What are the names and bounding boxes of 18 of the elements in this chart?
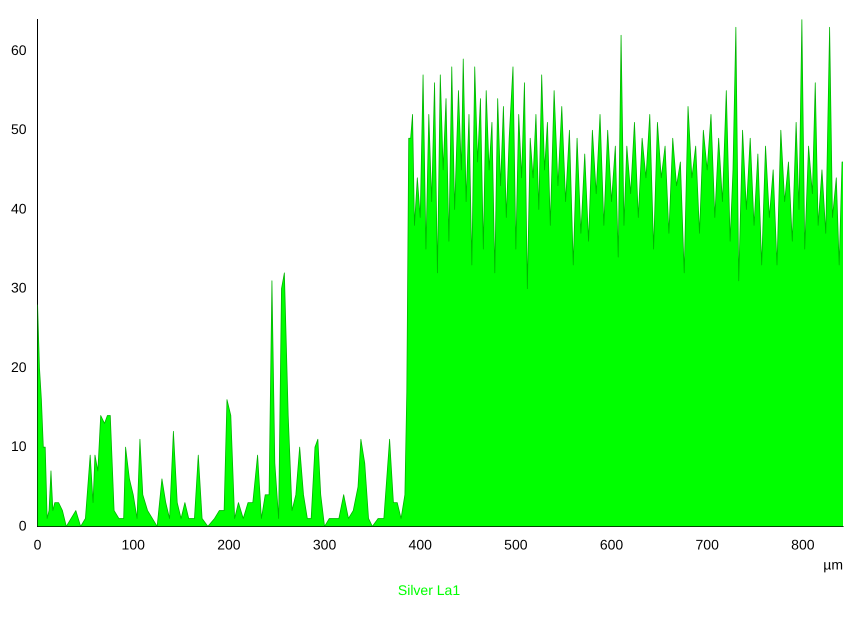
- y-tick-label: 20: [10, 358, 27, 375]
- x-tick-label: 100: [122, 536, 146, 553]
- x-tick-label: 200: [217, 536, 241, 553]
- y-tick-label: 40: [10, 200, 27, 216]
- text: Silver La1: [398, 582, 460, 598]
- y-tick-label: 0: [18, 517, 27, 534]
- y-tick-label: 60: [10, 42, 27, 58]
- y-tick-label: 50: [10, 121, 27, 138]
- x-axis-title: µm: [823, 556, 843, 572]
- x-tick-label: 0: [34, 536, 42, 553]
- x-tick-label: 600: [600, 536, 624, 553]
- x-tick-label: 400: [408, 536, 432, 553]
- y-tick-label: 10: [10, 438, 27, 454]
- x-tick-label: 800: [791, 536, 815, 553]
- y-tick-label: 30: [10, 280, 27, 296]
- x-tick-label: 500: [504, 536, 528, 553]
- x-tick-label: 700: [695, 536, 720, 553]
- x-tick-label: 300: [312, 536, 336, 553]
